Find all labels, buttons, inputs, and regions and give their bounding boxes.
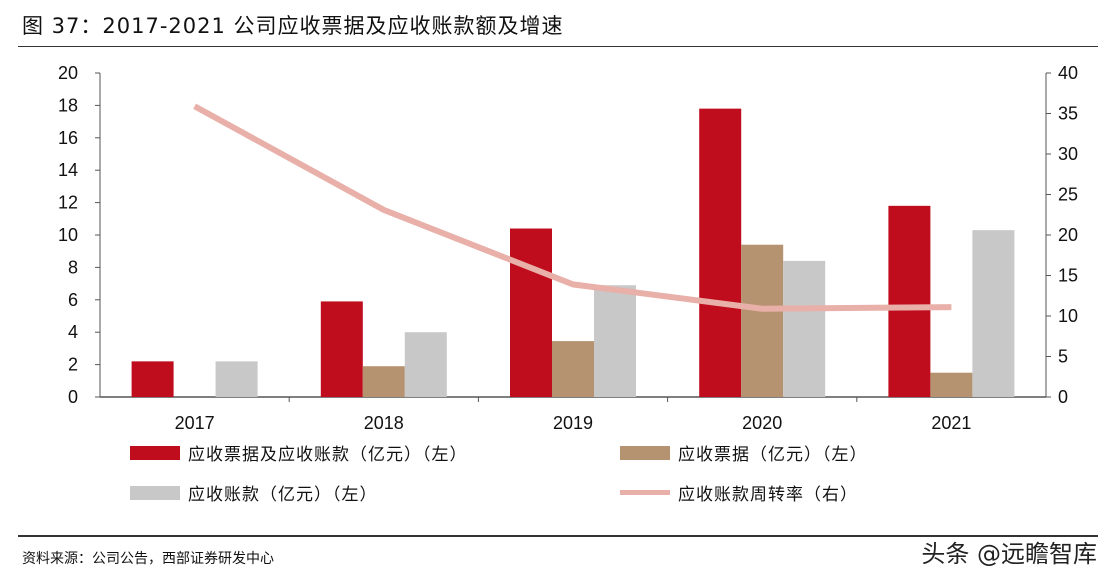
- legend-swatch: [130, 485, 180, 500]
- watermark: 头条 @远瞻智库: [921, 540, 1097, 568]
- bar-receivables-total-2019: [510, 228, 552, 397]
- x-tick-label: 2021: [931, 413, 971, 433]
- right-tick-label: 0: [1058, 387, 1068, 407]
- x-tick-label: 2018: [364, 413, 404, 433]
- right-tick-label: 5: [1058, 347, 1068, 367]
- title-divider: [18, 46, 1098, 47]
- left-tick-label: 4: [68, 322, 78, 342]
- x-tick-label: 2017: [175, 413, 215, 433]
- left-tick-label: 14: [58, 160, 78, 180]
- legend-swatch: [620, 490, 670, 495]
- bar-notes-2021: [930, 372, 973, 397]
- legend-swatch: [620, 445, 670, 460]
- legend-swatch: [130, 445, 180, 460]
- right-tick-label: 20: [1058, 225, 1078, 245]
- right-tick-label: 15: [1058, 266, 1078, 286]
- bar-receivables-total-2020: [699, 108, 742, 397]
- source-note: 资料来源：公司公告，西部证券研发中心: [22, 551, 274, 567]
- bar-accounts-2020: [783, 260, 826, 397]
- legend-label: 应收票据及应收账款（亿元）（左）: [188, 445, 468, 465]
- bar-receivables-total-2021: [888, 205, 931, 397]
- left-tick-label: 8: [68, 257, 78, 277]
- footer-divider: [18, 535, 1098, 537]
- right-tick-label: 10: [1058, 306, 1078, 326]
- left-tick-label: 20: [58, 63, 78, 83]
- legend-label: 应收账款周转率（右）: [678, 485, 858, 505]
- legend-label: 应收账款（亿元）（左）: [188, 485, 378, 505]
- left-tick-label: 10: [58, 225, 78, 245]
- bar-accounts-2021: [972, 230, 1015, 397]
- left-tick-label: 16: [58, 128, 78, 148]
- left-tick-label: 6: [68, 290, 78, 310]
- bar-accounts-2017: [215, 361, 258, 397]
- legend-item: 应收票据（亿元）（左）: [620, 440, 868, 465]
- left-tick-label: 2: [68, 355, 78, 375]
- left-tick-label: 12: [58, 193, 78, 213]
- bar-notes-2018: [362, 366, 405, 397]
- legend-item: 应收账款（亿元）（左）: [130, 480, 378, 505]
- bar-notes-2020: [741, 244, 784, 397]
- turnover-line: [193, 103, 952, 312]
- right-tick-label: 35: [1058, 104, 1078, 124]
- x-tick-label: 2020: [742, 413, 782, 433]
- bar-accounts-2018: [404, 332, 447, 397]
- legend-item: 应收票据及应收账款（亿元）（左）: [130, 440, 468, 465]
- right-tick-label: 30: [1058, 144, 1078, 164]
- bar-receivables-total-2017: [131, 361, 174, 397]
- bar-notes-2019: [552, 341, 594, 397]
- right-tick-label: 40: [1058, 63, 1078, 83]
- chart-title: 图 37：2017-2021 公司应收票据及应收账款额及增速: [22, 14, 564, 38]
- bar-accounts-2019: [594, 285, 636, 397]
- left-tick-label: 18: [58, 95, 78, 115]
- right-tick-label: 25: [1058, 185, 1078, 205]
- legend-label: 应收票据（亿元）（左）: [678, 445, 868, 465]
- legend-item: 应收账款周转率（右）: [620, 480, 858, 505]
- bar-receivables-total-2018: [320, 301, 363, 397]
- x-tick-label: 2019: [553, 413, 593, 433]
- left-tick-label: 0: [68, 387, 78, 407]
